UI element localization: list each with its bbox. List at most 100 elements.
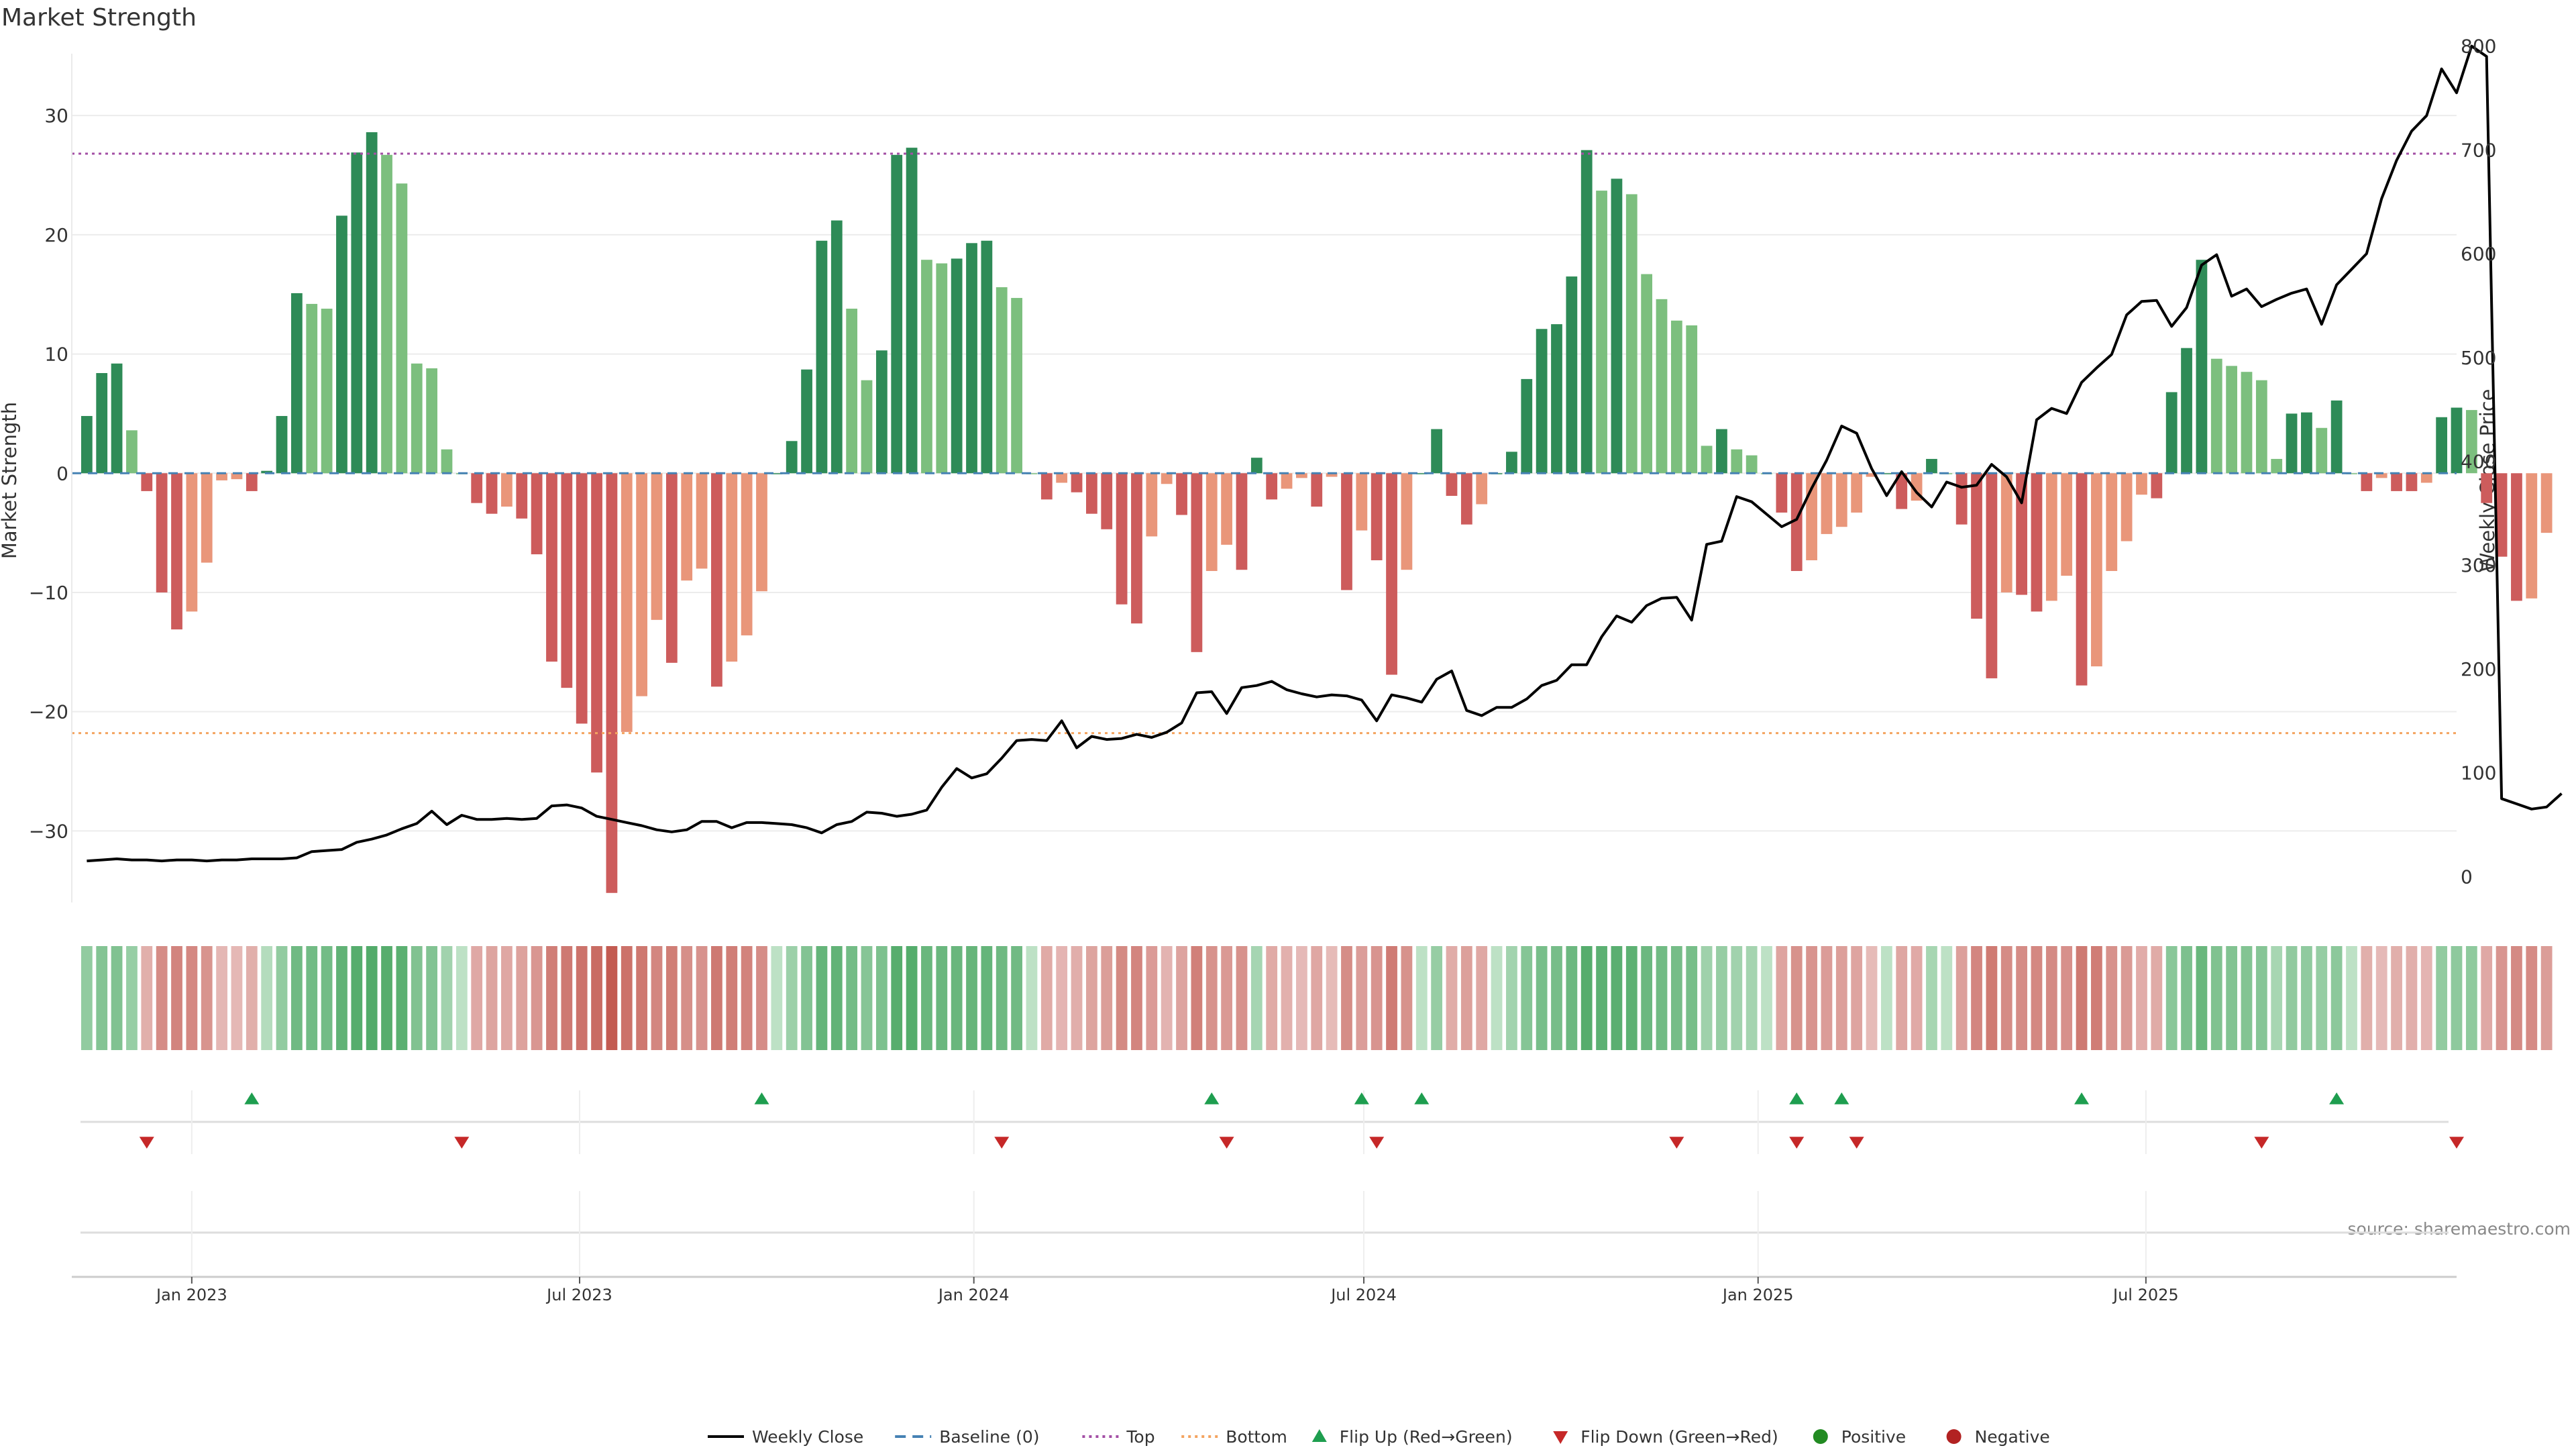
heat-cell xyxy=(2151,946,2163,1050)
strength-bar xyxy=(1641,274,1653,474)
strength-bar xyxy=(591,473,602,773)
heat-cell xyxy=(861,946,873,1050)
strength-bar xyxy=(1101,473,1113,529)
heat-cell xyxy=(1880,946,1892,1050)
strength-bar xyxy=(2286,413,2298,474)
legend-swatch xyxy=(1946,1429,1962,1444)
y-tick-label: 30 xyxy=(44,105,68,127)
strength-bar xyxy=(996,287,1008,474)
strength-bar xyxy=(2391,473,2402,491)
heat-cell xyxy=(1460,946,1472,1050)
strength-bar xyxy=(1896,473,1908,509)
heat-cell xyxy=(786,946,798,1050)
y-tick-label: −20 xyxy=(29,701,68,723)
y-tick-label: −10 xyxy=(29,582,68,604)
strength-bar xyxy=(2511,473,2522,601)
heat-cell xyxy=(231,946,243,1050)
strength-bar xyxy=(1716,429,1727,474)
legend-label: Flip Up (Red→Green) xyxy=(1340,1427,1513,1447)
strength-bar xyxy=(1476,473,1488,505)
x-tick-label: Jan 2023 xyxy=(155,1286,227,1304)
heat-cell xyxy=(1551,946,1562,1050)
strength-bar xyxy=(665,473,678,663)
strength-bar xyxy=(2375,473,2387,478)
heat-cell xyxy=(1116,946,1128,1050)
heat-cell xyxy=(455,946,468,1050)
heat-cell xyxy=(1596,946,1607,1050)
strength-bar xyxy=(1311,473,1323,507)
heat-cell xyxy=(1326,946,1338,1050)
heat-cell xyxy=(2271,946,2283,1050)
legend-item: Flip Down (Green→Red) xyxy=(1553,1427,1778,1447)
heat-cell xyxy=(1580,946,1593,1050)
heat-cell xyxy=(321,946,333,1050)
strength-bar xyxy=(1356,473,1368,531)
heat-cell xyxy=(2540,946,2553,1050)
heat-cell xyxy=(2406,946,2418,1050)
heat-cell xyxy=(366,946,378,1050)
legend-item: Positive xyxy=(1813,1427,1906,1447)
strength-bar xyxy=(2496,473,2508,557)
heat-cell xyxy=(936,946,948,1050)
x-tick-label: Jul 2023 xyxy=(545,1286,612,1304)
strength-bar xyxy=(1536,329,1548,474)
y2-tick-label: 100 xyxy=(2461,762,2496,784)
flip-down-marker xyxy=(1789,1137,1805,1149)
strength-bar xyxy=(726,473,738,662)
flip-down-marker xyxy=(994,1137,1010,1149)
strength-bar xyxy=(1281,473,1293,489)
x-tick-label: Jul 2024 xyxy=(1330,1286,1397,1304)
strength-bar xyxy=(2016,473,2027,595)
heat-cell xyxy=(1176,946,1187,1050)
heat-cell xyxy=(2526,946,2538,1050)
strength-bar xyxy=(186,473,198,612)
heat-cell xyxy=(471,946,483,1050)
flip-down-marker xyxy=(1669,1137,1684,1149)
legend: Weekly Close Baseline (0) Top Bottom Flip Up… xyxy=(708,1427,2050,1447)
heat-cell xyxy=(2045,946,2057,1050)
strength-bar xyxy=(1926,458,1937,474)
y2-tick-label: 200 xyxy=(2461,658,2496,680)
heat-cell xyxy=(2136,946,2147,1050)
legend-item: Flip Up (Red→Green) xyxy=(1311,1427,1513,1447)
strength-bar xyxy=(891,154,903,474)
strength-bar xyxy=(1566,276,1578,474)
heat-cell xyxy=(2165,946,2178,1050)
strength-bar xyxy=(1880,473,1892,474)
heat-cell xyxy=(2196,946,2208,1050)
strength-bar xyxy=(1866,473,1878,477)
strength-bar xyxy=(516,473,528,519)
strength-bar xyxy=(351,152,363,474)
heat-cell xyxy=(1506,946,1517,1050)
heat-cell xyxy=(2121,946,2133,1050)
strength-bar xyxy=(2136,473,2147,495)
heat-cell xyxy=(1205,946,1218,1050)
heat-cell xyxy=(1731,946,1743,1050)
strength-bar xyxy=(1686,325,1698,474)
strength-bar xyxy=(2301,412,2312,474)
heat-cell xyxy=(906,946,918,1050)
strength-bar xyxy=(606,473,618,893)
strength-bar xyxy=(2196,260,2208,474)
heat-cell xyxy=(1806,946,1817,1050)
heat-cell xyxy=(1835,946,1847,1050)
legend-label: Positive xyxy=(1841,1427,1906,1447)
heat-cell xyxy=(1356,946,1368,1050)
weekly-close-line xyxy=(87,44,2563,863)
strength-bar xyxy=(1236,473,1248,570)
flip-down-marker xyxy=(2449,1137,2464,1149)
flip-up-marker xyxy=(1204,1092,1220,1104)
heat-cell xyxy=(1161,946,1173,1050)
source-note: source: sharemaestro.com xyxy=(2348,1219,2571,1239)
heat-cell xyxy=(1986,946,1998,1050)
heat-cell xyxy=(1071,946,1083,1050)
chart-title: Market Strength xyxy=(1,4,197,32)
strength-bar xyxy=(2151,473,2163,499)
strength-bar xyxy=(621,473,633,732)
y-tick-label: −30 xyxy=(29,820,68,842)
strength-bar xyxy=(201,473,213,563)
heat-cell xyxy=(396,946,408,1050)
heat-cell xyxy=(1776,946,1788,1050)
